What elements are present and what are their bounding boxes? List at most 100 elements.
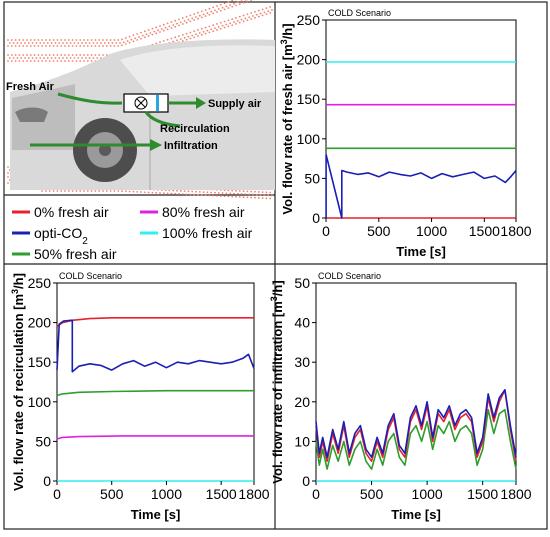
airflow-dot bbox=[193, 36, 195, 38]
airflow-dot bbox=[186, 33, 188, 35]
airflow-dot bbox=[62, 57, 64, 59]
airflow-dot bbox=[98, 45, 100, 47]
airflow-dot bbox=[269, 198, 271, 200]
airflow-dot bbox=[117, 190, 119, 192]
y-tick-label: 200 bbox=[297, 52, 321, 68]
airflow-dot bbox=[235, 196, 237, 198]
airflow-dot bbox=[258, 10, 260, 12]
airflow-dot bbox=[178, 35, 180, 37]
airflow-dot bbox=[125, 190, 127, 192]
airflow-dot bbox=[167, 28, 169, 30]
airflow-dot bbox=[220, 10, 222, 12]
y-axis-label-text: Vol. flow rate of infiltration [m bbox=[270, 301, 285, 483]
airflow-dot bbox=[224, 8, 226, 10]
airflow-dot bbox=[231, 0, 233, 2]
airflow-dot bbox=[41, 60, 43, 62]
airflow-dot bbox=[254, 17, 256, 19]
y-tick-label: 50 bbox=[304, 170, 320, 186]
airflow-dot bbox=[136, 191, 138, 193]
airflow-dot bbox=[155, 43, 157, 45]
airflow-dot bbox=[7, 182, 9, 184]
airflow-dot bbox=[210, 192, 212, 194]
airflow-dot bbox=[248, 16, 250, 18]
airflow-dot bbox=[74, 42, 76, 44]
airflow-dot bbox=[41, 54, 43, 56]
airflow-dot bbox=[43, 57, 45, 59]
airflow-dot bbox=[144, 30, 146, 32]
airflow-dot bbox=[83, 54, 85, 56]
plot-area-frame bbox=[57, 283, 254, 481]
airflow-dot bbox=[231, 24, 233, 26]
airflow-dot bbox=[172, 41, 174, 43]
airflow-dot bbox=[201, 34, 203, 36]
airflow-dot bbox=[252, 15, 254, 17]
airflow-dot bbox=[247, 196, 249, 198]
airflow-dot bbox=[178, 193, 180, 195]
airflow-dot bbox=[7, 39, 9, 41]
airflow-dot bbox=[11, 54, 13, 56]
airflow-dot bbox=[220, 22, 222, 24]
airflow-dot bbox=[36, 57, 38, 59]
airflow-dot bbox=[114, 45, 116, 47]
y-axis-label-text: Vol. flow rate of recirculation [m bbox=[11, 294, 26, 491]
chart-scenario-label: COLD Scenario bbox=[59, 271, 122, 281]
airflow-dot bbox=[125, 37, 127, 39]
airflow-dot bbox=[271, 195, 273, 197]
airflow-dot bbox=[235, 23, 237, 25]
airflow-dot bbox=[83, 45, 85, 47]
airflow-dot bbox=[102, 190, 104, 192]
airflow-dot bbox=[22, 45, 24, 47]
airflow-dot bbox=[140, 32, 142, 34]
airflow-dot bbox=[20, 57, 22, 59]
airflow-dot bbox=[76, 190, 78, 192]
airflow-dot bbox=[129, 42, 131, 44]
airflow-dot bbox=[245, 18, 247, 20]
airflow-dot bbox=[205, 15, 207, 17]
airflow-dot bbox=[30, 60, 32, 62]
airflow-dot bbox=[254, 191, 256, 193]
y-tick-label: 100 bbox=[28, 394, 52, 410]
airflow-dot bbox=[19, 39, 21, 41]
airflow-dot bbox=[262, 191, 264, 193]
airflow-dot bbox=[136, 39, 138, 41]
airflow-dot bbox=[11, 39, 13, 41]
airflow-dot bbox=[184, 37, 186, 39]
legend-label-50pct: 50% fresh air bbox=[34, 246, 117, 262]
airflow-dot bbox=[68, 60, 70, 62]
legend-label-100pct: 100% fresh air bbox=[162, 225, 253, 241]
airflow-dot bbox=[212, 6, 214, 8]
airflow-dot bbox=[266, 197, 268, 199]
airflow-dot bbox=[169, 25, 171, 27]
airflow-dot bbox=[150, 32, 152, 34]
airflow-dot bbox=[30, 45, 32, 47]
airflow-dot bbox=[45, 190, 47, 192]
airflow-dot bbox=[83, 190, 85, 192]
y-tick-label: 250 bbox=[297, 12, 321, 28]
airflow-dot bbox=[191, 191, 193, 193]
airflow-dot bbox=[210, 11, 212, 13]
airflow-dot bbox=[102, 39, 104, 41]
airflow-dot bbox=[144, 36, 146, 38]
airflow-dot bbox=[212, 30, 214, 32]
airflow-dot bbox=[209, 195, 211, 197]
chart-scenario-label: COLD Scenario bbox=[328, 8, 391, 18]
airflow-dot bbox=[58, 57, 60, 59]
airflow-dot bbox=[224, 2, 226, 4]
airflow-dot bbox=[102, 45, 104, 47]
airflow-dot bbox=[157, 29, 159, 31]
airflow-dot bbox=[68, 54, 70, 56]
airflow-dot bbox=[193, 19, 195, 21]
airflow-dot bbox=[203, 191, 205, 193]
airflow-dot bbox=[193, 194, 195, 196]
airflow-dot bbox=[178, 24, 180, 26]
airflow-dot bbox=[98, 54, 100, 56]
airflow-dot bbox=[191, 35, 193, 37]
airflow-dot bbox=[148, 29, 150, 31]
airflow-dot bbox=[250, 197, 252, 199]
airflow-dot bbox=[235, 17, 237, 19]
airflow-dot bbox=[233, 21, 235, 23]
airflow-dot bbox=[220, 195, 222, 197]
airflow-dot bbox=[167, 39, 169, 41]
airflow-dot bbox=[79, 54, 81, 56]
